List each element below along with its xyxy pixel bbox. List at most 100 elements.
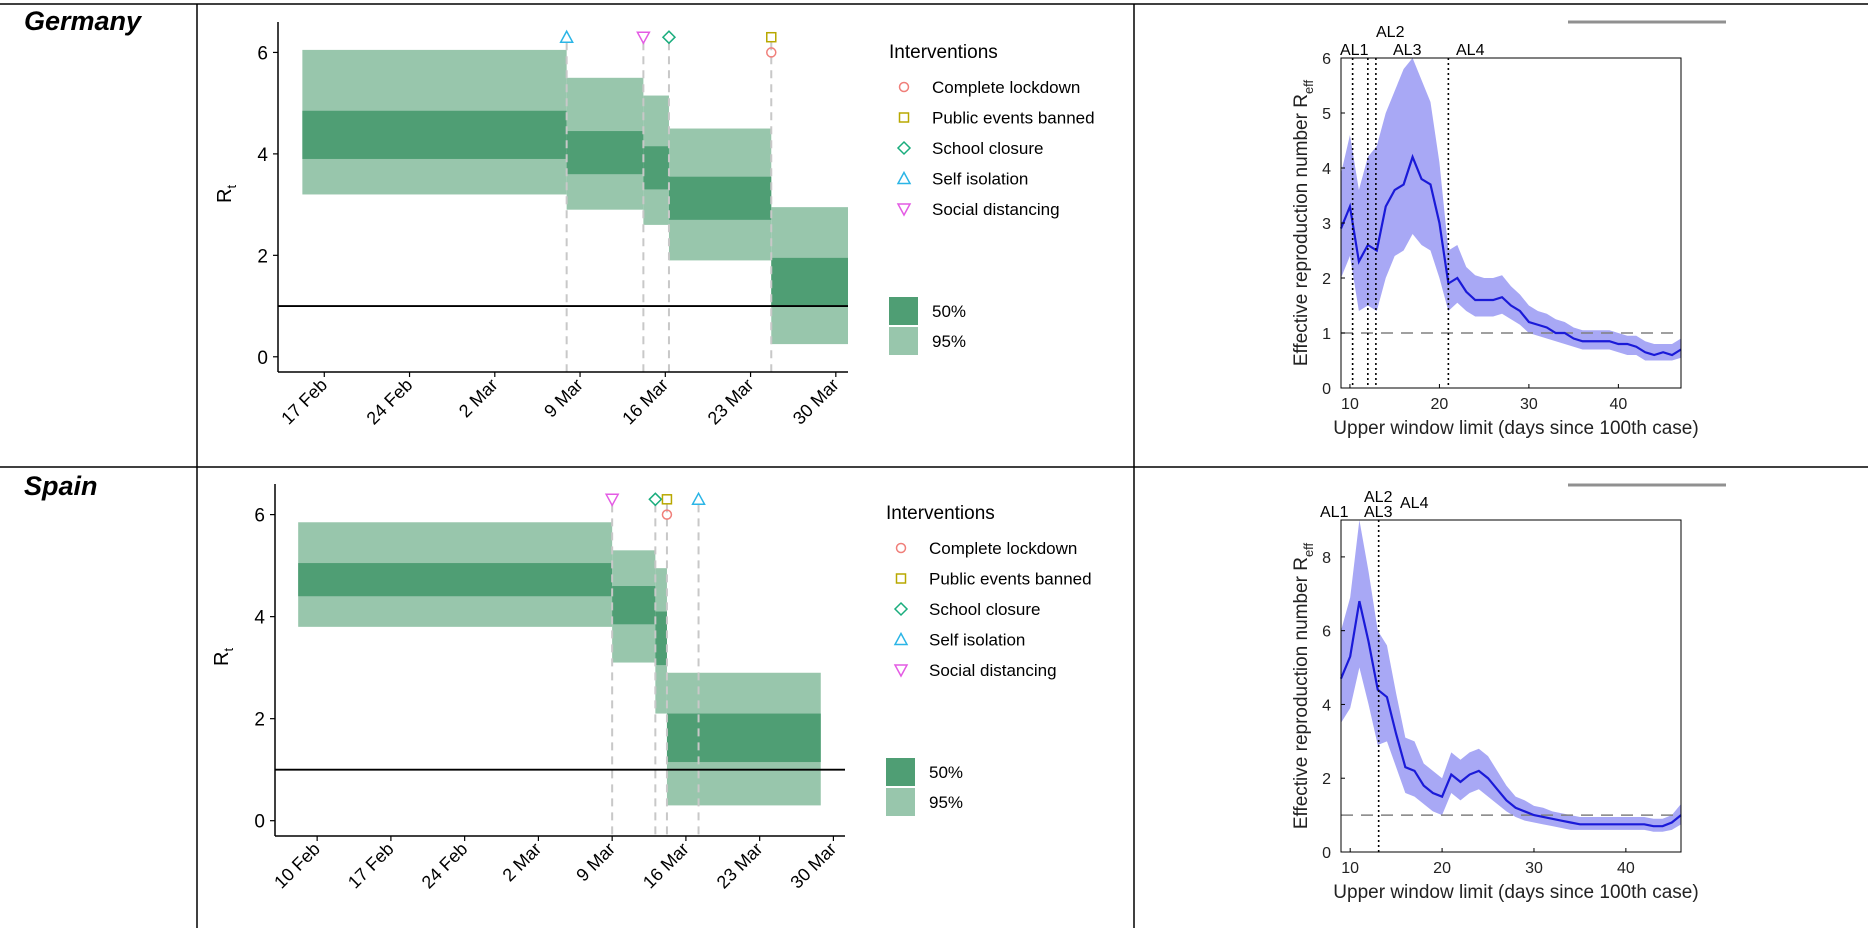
ci50-band xyxy=(666,713,821,763)
x-tick-label: 24 Feb xyxy=(418,839,472,893)
ci50-legend-swatch xyxy=(886,758,915,786)
reff-y-tick-label: 1 xyxy=(1322,326,1331,343)
reff-y-tick-label: 4 xyxy=(1322,161,1331,178)
table-grid xyxy=(0,3,1868,928)
ci50-legend-swatch xyxy=(889,297,918,325)
al-label: AL4 xyxy=(1456,42,1485,59)
rt-chart-germany: 0 2 4 6 17 Feb 24 Feb 2 Mar 9 Mar 16 Mar 23 Mar 30… xyxy=(214,22,1095,428)
reff-y-tick-label: 2 xyxy=(1322,271,1331,288)
social-distancing-legend-icon xyxy=(893,664,909,678)
al-label: AL2 xyxy=(1376,24,1405,41)
y-axis-label: Rt xyxy=(211,648,236,666)
y-tick-label: 6 xyxy=(257,43,268,64)
reff-x-tick-label: 30 xyxy=(1520,396,1538,413)
y-tick-label: 2 xyxy=(254,710,265,731)
public-events-banned-legend-icon xyxy=(898,112,910,123)
public-events-banned-legend-icon xyxy=(895,573,907,584)
y-tick-label: 0 xyxy=(257,348,268,369)
ci50-legend-label: 50% xyxy=(929,763,963,782)
x-tick-label: 9 Mar xyxy=(540,375,587,422)
reff-y-tick-label: 8 xyxy=(1322,550,1331,567)
reff-y-axis-label: Effective reproduction number Reff xyxy=(1291,542,1316,829)
ci50-band xyxy=(771,257,848,307)
x-tick-label: 30 Mar xyxy=(789,375,843,429)
self-isolation-marker xyxy=(559,29,574,43)
y-tick-label: 2 xyxy=(257,246,268,267)
self-isolation-marker xyxy=(691,491,706,506)
reff-x-axis-label: Upper window limit (days since 100th cas… xyxy=(1333,418,1698,439)
reff-axes-box xyxy=(1340,519,1682,853)
reff-y-tick-label: 6 xyxy=(1322,51,1331,68)
ci95-legend-label: 95% xyxy=(929,793,963,812)
social-distancing-legend-icon xyxy=(896,203,912,217)
x-tick-label: 10 Feb xyxy=(270,839,324,893)
reff-x-axis-label: Upper window limit (days since 100th cas… xyxy=(1333,882,1698,903)
legend-item-label: Complete lockdown xyxy=(929,539,1077,558)
x-tick-label: 30 Mar xyxy=(786,839,840,893)
ci50-band xyxy=(298,563,613,597)
reff-y-tick-label: 0 xyxy=(1322,845,1331,862)
ci95-legend-label: 95% xyxy=(932,332,966,351)
legend-item-label: Social distancing xyxy=(932,200,1060,219)
legend-item-label: Social distancing xyxy=(929,661,1057,680)
legend-item-label: Self isolation xyxy=(932,170,1028,189)
ci50-band xyxy=(668,176,772,220)
y-tick-label: 4 xyxy=(257,145,268,166)
x-tick-label: 16 Mar xyxy=(618,375,672,429)
y-tick-label: 0 xyxy=(254,812,265,833)
legend-item-label: Complete lockdown xyxy=(932,78,1080,97)
reff-x-tick-label: 10 xyxy=(1341,860,1359,877)
legend-title: Interventions xyxy=(886,503,995,524)
y-tick-label: 6 xyxy=(254,506,265,527)
x-tick-label: 2 Mar xyxy=(455,375,502,422)
reff-y-tick-label: 6 xyxy=(1322,624,1331,641)
social-distancing-marker xyxy=(636,31,651,45)
al-label: AL1 xyxy=(1320,504,1349,521)
reff-y-tick-label: 3 xyxy=(1322,216,1331,233)
al-label: AL3 xyxy=(1364,504,1393,521)
reff-mean-line xyxy=(1339,600,1682,828)
legend-item-label: Public events banned xyxy=(932,109,1095,128)
legend-item-label: Self isolation xyxy=(929,631,1025,650)
school-closure-marker xyxy=(661,30,677,45)
al-label: AL1 xyxy=(1340,42,1369,59)
y-axis-label: Rt xyxy=(214,185,239,203)
x-tick-label: 17 Feb xyxy=(344,839,398,893)
country-label-spain: Spain xyxy=(24,471,98,501)
country-label-germany: Germany xyxy=(24,6,142,36)
reff-y-tick-label: 4 xyxy=(1322,697,1331,714)
legend-item-label: School closure xyxy=(932,139,1044,158)
legend-item-label: Public events banned xyxy=(929,570,1092,589)
ci50-band xyxy=(655,611,667,666)
ci50-band xyxy=(566,131,644,175)
reff-x-tick-label: 40 xyxy=(1609,396,1627,413)
school-closure-legend-icon xyxy=(893,601,909,617)
rt-chart-spain: 0 2 4 6 10 Feb 17 Feb 24 Feb 2 Mar 9 Mar 16 Mar 23… xyxy=(211,484,1092,892)
ci50-band xyxy=(612,586,656,625)
reff-ci-band xyxy=(1341,58,1681,361)
x-tick-label: 16 Mar xyxy=(639,839,693,893)
public-events-banned-marker xyxy=(766,31,777,43)
reff-y-axis-label-subscript: eff xyxy=(1301,79,1316,94)
reff-x-tick-label: 40 xyxy=(1617,860,1635,877)
self-isolation-legend-icon xyxy=(896,170,912,185)
al-label: AL3 xyxy=(1393,42,1422,59)
complete-lockdown-legend-icon xyxy=(898,81,910,93)
y-axis-label-subscript: t xyxy=(224,185,239,189)
ci95-legend-swatch xyxy=(889,327,918,355)
reff-y-tick-label: 2 xyxy=(1322,771,1331,788)
public-events-banned-marker xyxy=(661,494,673,505)
reff-y-tick-label: 0 xyxy=(1322,381,1331,398)
reff-x-tick-label: 30 xyxy=(1525,860,1543,877)
legend-item-label: School closure xyxy=(929,600,1041,619)
reff-ci-band xyxy=(1341,520,1681,832)
ci95-legend-swatch xyxy=(886,788,915,816)
complete-lockdown-marker xyxy=(661,509,673,520)
al-label: AL2 xyxy=(1364,489,1393,506)
x-tick-label: 23 Mar xyxy=(713,839,767,893)
social-distancing-marker xyxy=(604,493,620,507)
